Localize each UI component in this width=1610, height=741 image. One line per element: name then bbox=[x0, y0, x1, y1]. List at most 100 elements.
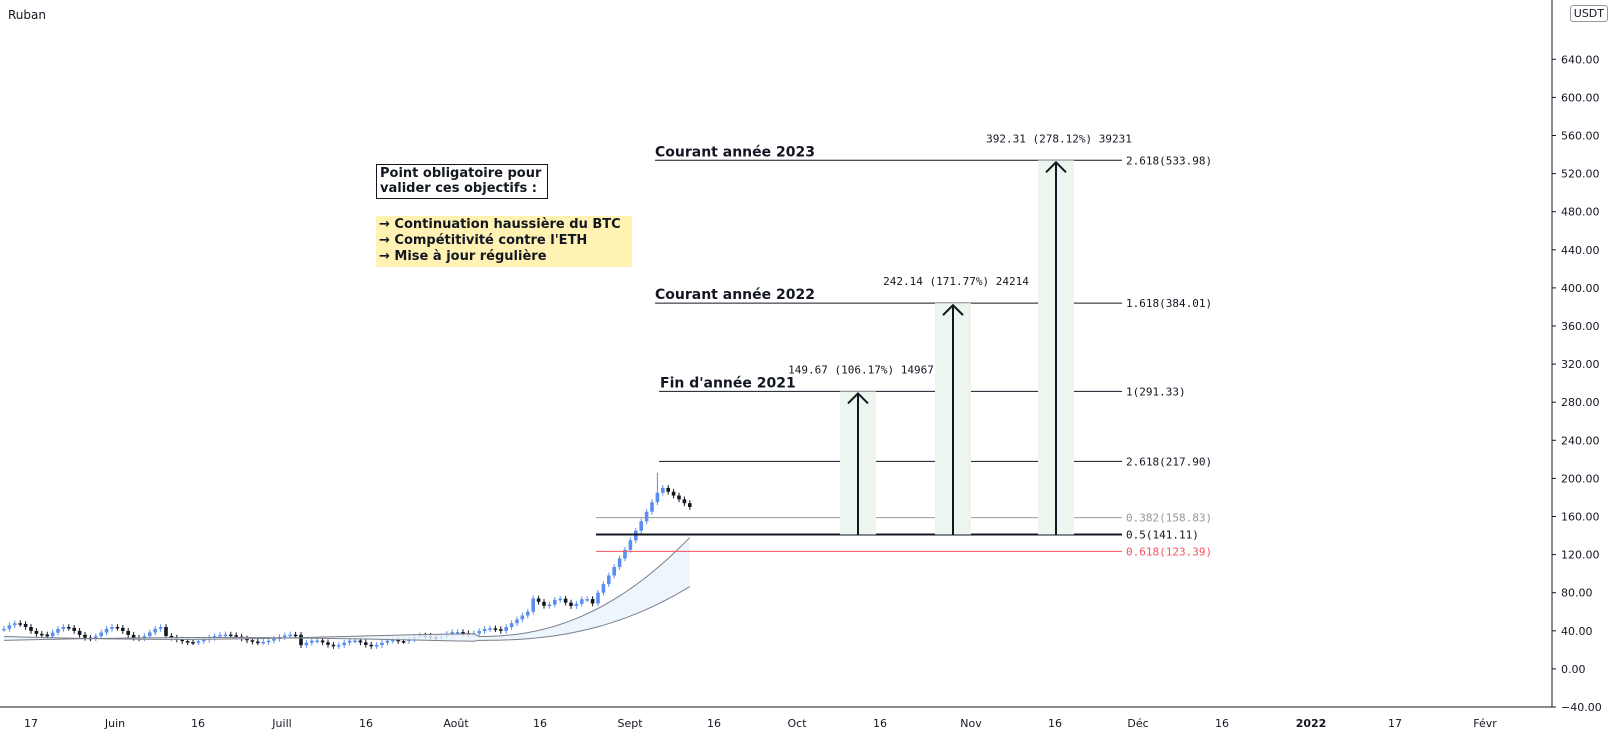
candle-body bbox=[374, 645, 379, 647]
candle-body bbox=[607, 575, 611, 585]
candle-body bbox=[601, 584, 606, 593]
candle-body bbox=[158, 627, 163, 629]
candle-body bbox=[353, 640, 357, 643]
candle-body bbox=[639, 521, 643, 531]
candle-body bbox=[229, 634, 233, 637]
candle-body bbox=[310, 640, 314, 643]
candle-body bbox=[671, 491, 676, 496]
price-tick-label: 440.00 bbox=[1561, 244, 1600, 257]
candle-body bbox=[364, 642, 368, 645]
candle-body bbox=[688, 503, 692, 507]
candle-body bbox=[499, 629, 503, 631]
candle-body bbox=[677, 495, 681, 500]
candle-body bbox=[185, 641, 190, 643]
candle-body bbox=[380, 642, 384, 646]
candle-body bbox=[99, 632, 103, 637]
candle-body bbox=[299, 634, 303, 646]
candle-body bbox=[590, 599, 595, 604]
candle-body bbox=[369, 644, 373, 647]
candle-body bbox=[40, 633, 44, 636]
time-tick-label: Déc bbox=[1127, 717, 1148, 730]
candle-body bbox=[288, 634, 292, 637]
price-tick-label: 240.00 bbox=[1561, 434, 1600, 447]
candle-body bbox=[202, 639, 206, 642]
time-tick-label: 16 bbox=[191, 717, 205, 730]
measure-label: 149.67 (106.17%) 14967 bbox=[788, 363, 934, 376]
candle-body bbox=[320, 640, 325, 643]
candle-body bbox=[266, 640, 271, 643]
candle-body bbox=[542, 601, 546, 606]
price-tick-label: 400.00 bbox=[1561, 282, 1600, 295]
candle-body bbox=[461, 632, 465, 634]
candle-body bbox=[655, 492, 660, 503]
time-tick-label: 16 bbox=[873, 717, 887, 730]
candle-body bbox=[2, 628, 6, 631]
candle-body bbox=[509, 623, 514, 627]
price-tick-label: 120.00 bbox=[1561, 549, 1600, 562]
candle-body bbox=[504, 626, 508, 631]
candle-body bbox=[482, 628, 487, 632]
time-tick-label: 16 bbox=[707, 717, 721, 730]
candle-body bbox=[477, 631, 481, 634]
candle-body bbox=[56, 628, 60, 633]
candle-body bbox=[574, 603, 579, 606]
target-heading: Courant année 2023 bbox=[655, 144, 815, 160]
candle-body bbox=[396, 639, 400, 642]
candle-body bbox=[94, 636, 98, 639]
fib-level-label: 0.618(123.39) bbox=[1126, 545, 1212, 558]
candle-body bbox=[617, 558, 622, 567]
candle-body bbox=[34, 630, 39, 634]
price-tick-label: 200.00 bbox=[1561, 472, 1600, 485]
time-tick-label: Août bbox=[443, 717, 469, 730]
time-tick-label: 16 bbox=[1215, 717, 1229, 730]
price-tick-label: 600.00 bbox=[1561, 91, 1600, 104]
candle-body bbox=[72, 627, 76, 631]
target-heading: Fin d'année 2021 bbox=[660, 375, 796, 391]
candle-body bbox=[245, 638, 249, 641]
objective-item: → Continuation haussière du BTC bbox=[379, 217, 621, 232]
candle-body bbox=[623, 549, 627, 559]
requirement-note-line: Point obligatoire pour bbox=[380, 166, 542, 181]
objective-item: → Mise à jour régulière bbox=[379, 249, 547, 264]
target-heading: Courant année 2022 bbox=[655, 287, 815, 303]
time-tick-label: 16 bbox=[533, 717, 547, 730]
measure-label: 242.14 (171.77%) 24214 bbox=[883, 275, 1029, 288]
candle-body bbox=[256, 641, 260, 644]
price-tick-label: 520.00 bbox=[1561, 168, 1600, 181]
candle-body bbox=[131, 634, 136, 638]
price-tick-label: 80.00 bbox=[1561, 587, 1593, 600]
candle-body bbox=[169, 635, 174, 638]
candle-body bbox=[67, 627, 71, 629]
candle-body bbox=[7, 625, 12, 629]
price-tick-label: 480.00 bbox=[1561, 206, 1600, 219]
fib-level-label: 2.618(533.98) bbox=[1126, 154, 1212, 167]
time-tick-label: Févr bbox=[1473, 717, 1497, 730]
symbol-label: Ruban bbox=[8, 8, 46, 22]
candle-body bbox=[450, 632, 454, 635]
price-tick-label: 160.00 bbox=[1561, 511, 1600, 524]
requirement-note: Point obligatoire pour valider ces objec… bbox=[376, 164, 548, 199]
candle-body bbox=[650, 502, 654, 512]
fib-level-label: 1.618(384.01) bbox=[1126, 297, 1212, 310]
candle-body bbox=[666, 487, 670, 492]
candle-body bbox=[493, 628, 498, 630]
candle-body bbox=[326, 642, 330, 645]
ema-slow-line bbox=[3, 586, 691, 642]
candle-body bbox=[358, 640, 363, 643]
candle-body bbox=[628, 540, 633, 550]
price-tick-label: −40.00 bbox=[1561, 701, 1602, 714]
candle-body bbox=[126, 630, 130, 635]
candle-body bbox=[153, 628, 157, 633]
ema-band-fill bbox=[4, 537, 690, 642]
candle-body bbox=[61, 627, 66, 629]
candle-body bbox=[526, 611, 530, 616]
currency-button[interactable]: USDT bbox=[1569, 5, 1608, 22]
candle-body bbox=[250, 640, 255, 642]
price-tick-label: 280.00 bbox=[1561, 396, 1600, 409]
candle-body bbox=[337, 645, 341, 647]
candle-body bbox=[77, 630, 82, 635]
candle-body bbox=[634, 530, 638, 541]
candle-body bbox=[83, 634, 87, 638]
candle-body bbox=[515, 619, 519, 624]
